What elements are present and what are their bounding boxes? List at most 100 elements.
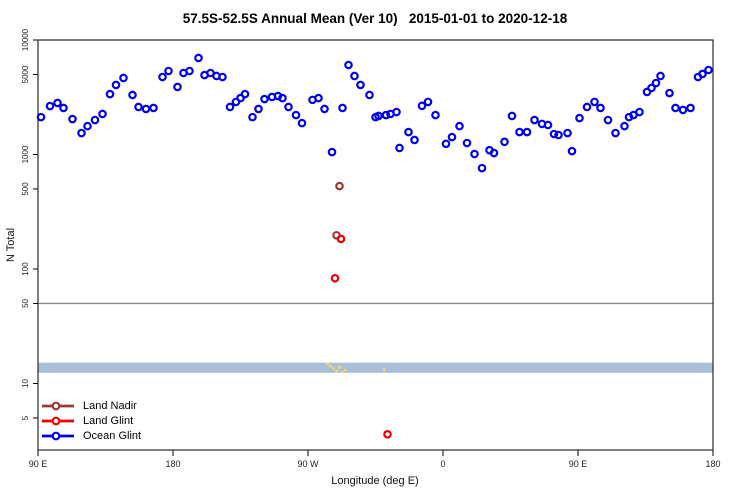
data-point-ocean-glint xyxy=(554,130,563,140)
small-mark xyxy=(344,368,347,372)
data-point-ocean-glint xyxy=(477,163,487,173)
data-point-ocean-glint xyxy=(590,97,599,107)
data-point-ocean-glint xyxy=(620,121,629,131)
data-point-ocean-glint xyxy=(678,105,688,115)
legend-label-land-nadir: Land Nadir xyxy=(83,399,137,412)
small-mark xyxy=(338,365,341,369)
data-point-ocean-glint xyxy=(68,114,77,124)
data-point-land-glint xyxy=(336,234,346,244)
data-point-ocean-glint xyxy=(395,143,404,153)
data-point-ocean-glint xyxy=(635,107,644,117)
data-point-ocean-glint xyxy=(410,135,419,145)
data-point-ocean-glint xyxy=(260,94,269,104)
data-point-ocean-glint xyxy=(119,73,128,83)
data-point-ocean-glint xyxy=(596,103,605,113)
data-point-ocean-glint xyxy=(374,111,383,121)
data-point-ocean-glint xyxy=(105,89,115,99)
data-point-ocean-glint xyxy=(515,127,524,137)
data-point-ocean-glint xyxy=(320,104,329,114)
data-point-ocean-glint xyxy=(36,112,46,122)
data-point-ocean-glint xyxy=(338,103,347,113)
data-point-ocean-glint xyxy=(470,149,479,159)
small-mark xyxy=(341,370,344,374)
small-mark xyxy=(329,364,332,368)
data-point-ocean-glint xyxy=(656,71,665,81)
data-point-ocean-glint xyxy=(356,80,365,90)
data-point-ocean-glint xyxy=(284,102,293,112)
data-point-ocean-glint xyxy=(365,90,374,100)
data-point-ocean-glint xyxy=(455,121,464,131)
small-mark xyxy=(326,362,329,366)
data-point-ocean-glint xyxy=(297,118,307,128)
legend-label-ocean-glint: Ocean Glint xyxy=(83,429,142,442)
x-tick-label: 0 xyxy=(440,459,445,469)
data-point-ocean-glint xyxy=(582,102,592,112)
data-point-ocean-glint xyxy=(240,89,250,99)
data-point-ocean-glint xyxy=(344,60,353,70)
data-point-ocean-glint xyxy=(441,139,451,149)
data-point-ocean-glint xyxy=(350,71,359,81)
y-tick-label: 10 xyxy=(21,379,30,388)
data-point-ocean-glint xyxy=(647,83,656,93)
data-point-ocean-glint xyxy=(530,115,539,125)
legend-item-ocean-glint: Ocean Glint xyxy=(41,428,141,443)
data-point-ocean-glint xyxy=(381,110,391,120)
y-tick-label: 10000 xyxy=(21,28,30,51)
data-point-ocean-glint xyxy=(111,80,121,90)
data-point-ocean-glint xyxy=(291,110,301,120)
data-point-ocean-glint xyxy=(83,121,92,131)
data-point-ocean-glint xyxy=(447,132,457,142)
legend: Land Nadir Land Glint Ocean Glint xyxy=(41,398,141,443)
data-point-ocean-glint xyxy=(665,88,674,98)
small-mark xyxy=(332,367,335,371)
x-tick-label: 90 W xyxy=(297,459,319,469)
land-nadir-marker-icon xyxy=(42,401,74,410)
data-point-ocean-glint xyxy=(698,69,707,79)
data-point-ocean-glint xyxy=(567,146,577,156)
data-point-ocean-glint xyxy=(248,112,257,122)
data-point-ocean-glint xyxy=(489,148,499,158)
data-point-ocean-glint xyxy=(254,104,263,114)
y-axis-label: N Total xyxy=(5,227,17,263)
data-point-ocean-glint xyxy=(686,103,695,113)
data-point-ocean-glint xyxy=(134,102,143,112)
data-point-ocean-glint xyxy=(90,115,100,125)
data-point-ocean-glint xyxy=(671,103,680,113)
y-tick-label: 100 xyxy=(21,262,30,276)
data-point-ocean-glint xyxy=(507,111,517,121)
data-point-ocean-glint xyxy=(563,128,572,138)
data-point-ocean-glint xyxy=(158,72,167,82)
small-mark xyxy=(335,369,338,373)
data-point-ocean-glint xyxy=(98,109,107,119)
plot-border xyxy=(37,39,714,451)
small-mark xyxy=(383,368,386,372)
chart-title: 57.5S-52.5S Annual Mean (Ver 10) 2015-01… xyxy=(182,11,568,26)
x-tick-label: 90 E xyxy=(569,459,588,469)
data-point-ocean-glint xyxy=(611,128,620,138)
y-tick-label: 50 xyxy=(21,298,30,307)
data-point-ocean-glint xyxy=(314,93,323,103)
data-point-ocean-glint xyxy=(603,115,613,125)
data-point-ocean-glint xyxy=(53,98,62,108)
data-point-ocean-glint xyxy=(327,147,337,157)
data-point-ocean-glint xyxy=(500,137,509,147)
data-point-ocean-glint xyxy=(164,66,173,76)
data-point-ocean-glint xyxy=(522,127,532,137)
data-point-ocean-glint xyxy=(45,101,55,111)
ocean-glint-marker-icon xyxy=(42,431,74,440)
legend-circle xyxy=(51,401,61,410)
data-point-ocean-glint xyxy=(404,127,413,137)
x-tick-label: 180 xyxy=(705,459,720,469)
y-tick-label: 500 xyxy=(21,182,30,196)
data-point-ocean-glint xyxy=(141,104,151,114)
y-tick-label: 1000 xyxy=(21,145,30,163)
data-point-ocean-glint xyxy=(543,120,553,130)
y-tick-label: 5 xyxy=(21,415,30,420)
legend-circle xyxy=(51,431,61,440)
x-tick-label: 180 xyxy=(165,459,180,469)
data-point-ocean-glint xyxy=(423,97,433,107)
data-point-land-glint xyxy=(383,430,392,439)
data-point-ocean-glint xyxy=(575,113,584,123)
